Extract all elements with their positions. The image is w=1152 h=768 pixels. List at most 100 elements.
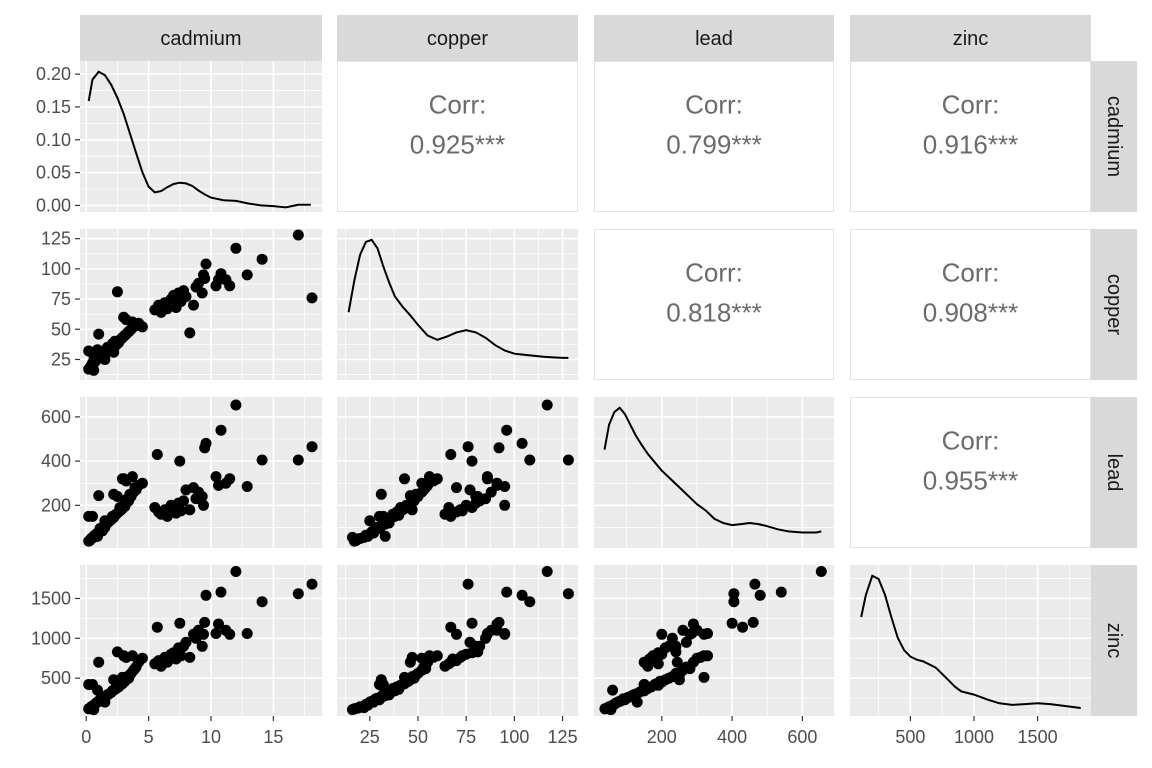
scatter-point (698, 671, 710, 683)
scatter-point (524, 596, 536, 608)
correlation-value: 0.925*** (410, 130, 505, 160)
x-tick-label: 1500 (1018, 727, 1058, 747)
scatter-point (99, 354, 111, 365)
scatter-point (541, 399, 553, 411)
scatter-point (108, 346, 120, 358)
scatter-point (136, 321, 148, 333)
plot-panel (80, 61, 322, 212)
scatter-point (180, 636, 192, 648)
scatter-point (728, 596, 740, 608)
scatter-point (136, 477, 148, 489)
scatter-point (775, 586, 787, 598)
scatter-point (404, 490, 416, 502)
scatter-point (199, 616, 211, 628)
scatter-point (375, 488, 387, 500)
scatter-point (481, 473, 493, 485)
y-tick-label: 1500 (31, 588, 71, 608)
scatter-point (256, 253, 268, 265)
scatter-point (445, 449, 457, 460)
scatter-point (424, 650, 435, 662)
scatter-point (224, 628, 236, 640)
correlation-value: 0.818*** (666, 298, 761, 328)
plot-panel (337, 565, 578, 716)
scatter-point (256, 596, 268, 608)
column-strip-label: lead (695, 28, 733, 50)
x-tick-label: 75 (456, 727, 476, 747)
scatter-points (83, 399, 318, 547)
scatter-point (649, 651, 661, 663)
scatter-point (215, 424, 227, 436)
scatter-point (447, 653, 459, 665)
x-tick-label: 400 (717, 727, 747, 747)
scatter-points (83, 229, 318, 376)
correlation-label: Corr: (685, 258, 743, 288)
scatter-point (200, 589, 212, 601)
scatter-point (175, 505, 187, 517)
scatter-point (406, 651, 418, 663)
scatter-point (151, 621, 163, 633)
scatter-point (654, 675, 666, 687)
x-tick-label: 600 (787, 727, 817, 747)
row-strip-label: copper (1103, 274, 1125, 335)
correlation-panel (850, 229, 1091, 380)
scatter-point (677, 624, 689, 636)
scatter-point (292, 454, 304, 466)
plot-panel (337, 229, 578, 380)
scatter-points (346, 399, 574, 547)
scatter-point (562, 454, 574, 466)
correlation-label: Corr: (942, 90, 1000, 120)
scatter-point (754, 589, 766, 601)
scatter-point (161, 510, 173, 522)
scatter-point (126, 471, 138, 483)
scatter-point (456, 505, 468, 517)
correlation-value: 0.799*** (666, 130, 761, 160)
scatter-point (462, 441, 474, 453)
row-strip (1091, 229, 1137, 380)
density-curve (860, 574, 1081, 709)
scatter-point (174, 617, 186, 629)
y-tick-label: 200 (41, 495, 71, 515)
scatter-point (352, 702, 364, 714)
scatter-point (493, 442, 505, 454)
scatter-point (406, 504, 418, 516)
y-tick-label: 125 (41, 229, 71, 249)
scatter-point (377, 510, 389, 522)
scatter-point (499, 628, 511, 639)
row-strip (1091, 397, 1137, 548)
scatter-point (188, 299, 199, 311)
scatter-point (399, 473, 410, 485)
scatter-point (196, 640, 208, 652)
scatter-point (198, 499, 209, 511)
scatter-point (198, 269, 209, 281)
x-tick-label: 1000 (954, 727, 994, 747)
scatter-point (306, 292, 318, 304)
scatter-point (215, 586, 227, 598)
scatter-point (230, 242, 242, 254)
scatter-point (749, 578, 761, 590)
scatter-point (178, 495, 189, 507)
correlation-value: 0.908*** (923, 298, 1018, 328)
scatter-point (562, 588, 574, 600)
scatter-point (815, 566, 827, 577)
scatter-point (306, 578, 318, 590)
scatter-point (737, 621, 749, 633)
scatter-point (726, 617, 738, 629)
plot-panel (850, 565, 1091, 716)
plot-panel (594, 397, 834, 548)
scatter-point (462, 578, 474, 590)
scatter-point (184, 651, 196, 663)
correlation-label: Corr: (429, 90, 487, 120)
scatter-point (200, 437, 212, 449)
x-tick-label: 200 (647, 727, 677, 747)
scatter-point (210, 471, 222, 483)
scatter-point (83, 345, 95, 357)
scatter-point (83, 679, 95, 690)
column-strip (594, 15, 834, 61)
x-tick-label: 15 (263, 727, 283, 747)
density-curve (347, 238, 569, 359)
y-tick-label: 500 (41, 668, 71, 688)
scatter-point (175, 650, 187, 662)
scatter-point (470, 491, 482, 502)
scatter-point (230, 399, 242, 411)
scatter-point (456, 650, 468, 662)
